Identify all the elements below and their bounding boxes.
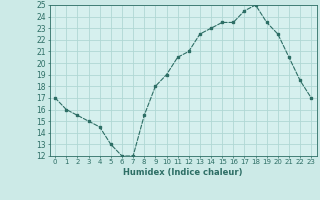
X-axis label: Humidex (Indice chaleur): Humidex (Indice chaleur) (124, 168, 243, 177)
